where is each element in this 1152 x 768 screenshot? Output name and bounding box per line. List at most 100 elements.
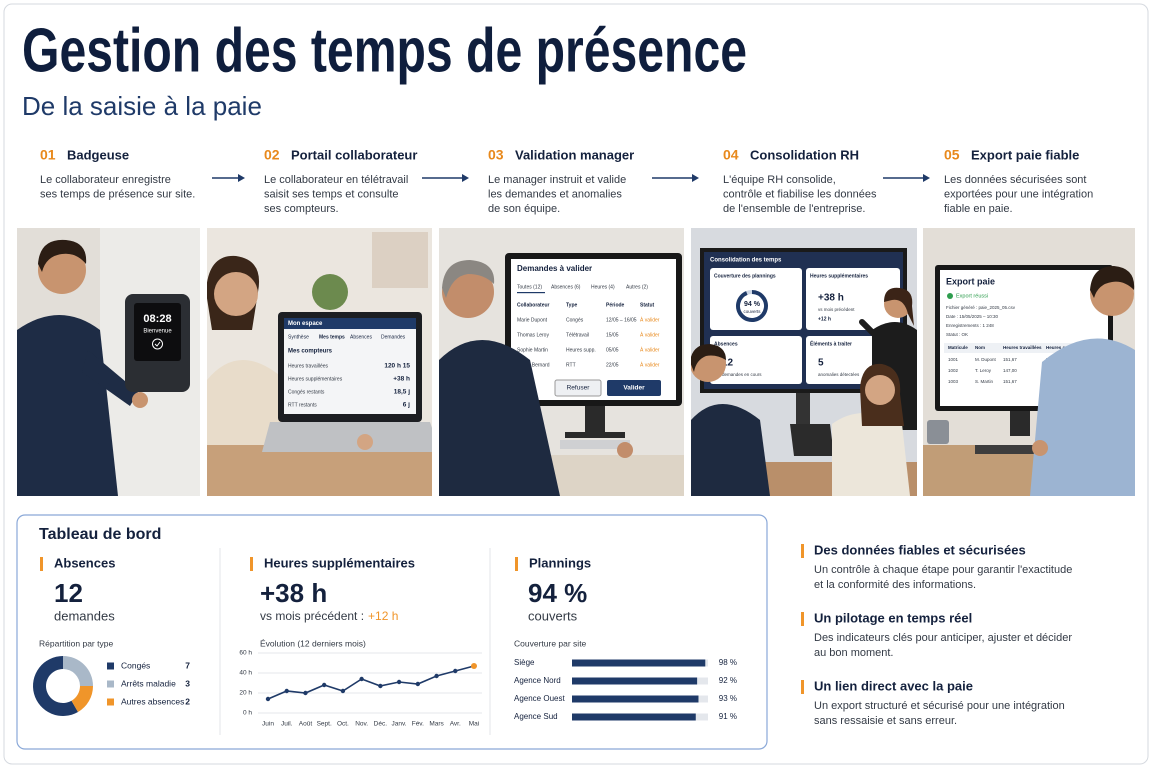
export-column: Heures supp.: [1046, 345, 1075, 350]
export-cell: 1003: [948, 379, 959, 384]
benefit-title: Un pilotage en temps réel: [814, 610, 972, 625]
laptop-base: [262, 422, 432, 452]
bar: [572, 677, 698, 685]
x-tick-label: Déc.: [374, 721, 388, 728]
card-value: 12: [722, 358, 734, 369]
person-head: [865, 375, 895, 405]
x-tick-label: Sept.: [317, 721, 332, 728]
x-tick-label: Nov.: [355, 721, 368, 728]
trend-point: [284, 688, 289, 694]
portal-tab: Synthèse: [288, 334, 309, 340]
person-body: [691, 404, 770, 496]
validation-column: Statut: [640, 302, 655, 308]
step-text: de l'ensemble de l'entreprise.: [723, 203, 865, 215]
step-text: ses temps de présence sur site.: [40, 188, 195, 200]
laptop-screen: [284, 318, 416, 414]
consolidation-card: [806, 268, 900, 330]
person-hand: [617, 442, 633, 458]
export-cell: T. Leroy: [975, 368, 992, 373]
photo: 08:28 Bienvenue: [17, 228, 200, 496]
validation-tab: Heures (4): [591, 284, 615, 290]
trend-point: [378, 683, 383, 689]
bar-value-label: 92 %: [719, 676, 737, 685]
export-cell: 151,67: [1003, 379, 1017, 384]
badge-check: [152, 338, 163, 350]
card-title: Couverture des plannings: [714, 273, 776, 279]
photo: Demandes à valider Toutes (12) Absences (6…: [439, 228, 684, 496]
ring-arc: [736, 290, 768, 322]
benefit-marker: [801, 680, 804, 694]
export-detail: Statut : OK: [946, 332, 968, 337]
dashboard-title: Tableau de bord: [39, 526, 161, 543]
bar-category: Agence Sud: [514, 712, 558, 721]
page-subtitle: De la saisie à la paie: [22, 91, 262, 121]
laptop-header: [284, 318, 416, 329]
mug: [927, 420, 949, 444]
step-title: Consolidation RH: [750, 147, 859, 162]
benefit-text: sans ressaisie et sans erreur.: [814, 715, 957, 727]
kpi-title: Absences: [54, 555, 115, 570]
card-note: couverts: [743, 309, 761, 314]
step-arrowhead: [923, 174, 930, 182]
person-head: [214, 272, 258, 316]
validation-cell: 05/05: [606, 347, 619, 353]
button-label: Valider: [623, 385, 645, 392]
export-cell: 1002: [948, 368, 959, 373]
photo: Consolidation des temps Couverture des pl…: [691, 228, 917, 496]
chart-label: Évolution (12 derniers mois): [260, 638, 366, 648]
kpi-unit: demandes: [54, 608, 115, 623]
validation-cell: Lucas Bernard: [517, 362, 550, 368]
consolidation-card: [710, 336, 802, 384]
kpi-marker: [40, 557, 43, 571]
card-value: +38 h: [818, 293, 844, 304]
kpi-marker: [515, 557, 518, 571]
export-cell: 151,67: [1003, 357, 1017, 362]
card-delta: +12 h: [818, 316, 831, 322]
person-hair: [1090, 266, 1135, 298]
step-title: Badgeuse: [67, 147, 129, 162]
portal-row-value: 120 h 15: [384, 363, 410, 370]
validation-cell: Marie Dupont: [517, 317, 548, 323]
export-column: Nom: [975, 345, 985, 350]
badge-time: 08:28: [143, 313, 171, 325]
export-table-header: [944, 343, 1104, 353]
x-tick-label: Fév.: [412, 721, 424, 728]
button-validate: [607, 380, 661, 396]
trend-point: [415, 681, 421, 687]
badge-message: Bienvenue: [143, 329, 172, 335]
person-hair: [884, 287, 914, 326]
portal-row-value: 6 j: [403, 402, 410, 409]
person-body: [439, 340, 560, 496]
step-text: ses compteurs.: [264, 203, 339, 215]
portal-row-value: +38 h: [393, 376, 410, 383]
badge-screen: [134, 303, 181, 361]
portal-tab: Mes temps: [319, 334, 345, 340]
step-number: 05: [944, 147, 960, 163]
portal-row-label: Congés restants: [288, 389, 325, 395]
card-value: 5: [818, 358, 824, 369]
benefit-marker: [801, 612, 804, 626]
plant: [312, 274, 348, 310]
x-tick-label: Janv.: [392, 721, 407, 728]
step-text: fiable en paie.: [944, 203, 1013, 215]
step-text: de son équipe.: [488, 203, 560, 215]
validation-cell: 15/05: [606, 332, 619, 338]
card-title: Absences: [714, 341, 738, 347]
kpi-comparison: vs mois précédent :: [260, 609, 364, 623]
validation-tab: Absences (6): [551, 284, 581, 290]
step-text: les demandes et anomalies: [488, 188, 622, 200]
portal-title: Mon espace: [288, 321, 323, 327]
export-column: Heures travaillées: [1003, 345, 1042, 350]
validation-title: Demandes à valider: [517, 264, 592, 273]
legend-value: 2: [185, 696, 190, 706]
person-hand: [357, 434, 373, 450]
monitor-base: [565, 432, 625, 438]
validation-cell: Télétravail: [566, 332, 589, 338]
kpi-title: Plannings: [529, 555, 591, 570]
card-note: vs mois précédent: [818, 307, 855, 312]
keyboard: [975, 445, 1045, 454]
benefit-text: et la conformité des informations.: [814, 579, 976, 591]
kpi-marker: [250, 557, 253, 571]
portal-row-label: Heures travaillées: [288, 363, 329, 369]
